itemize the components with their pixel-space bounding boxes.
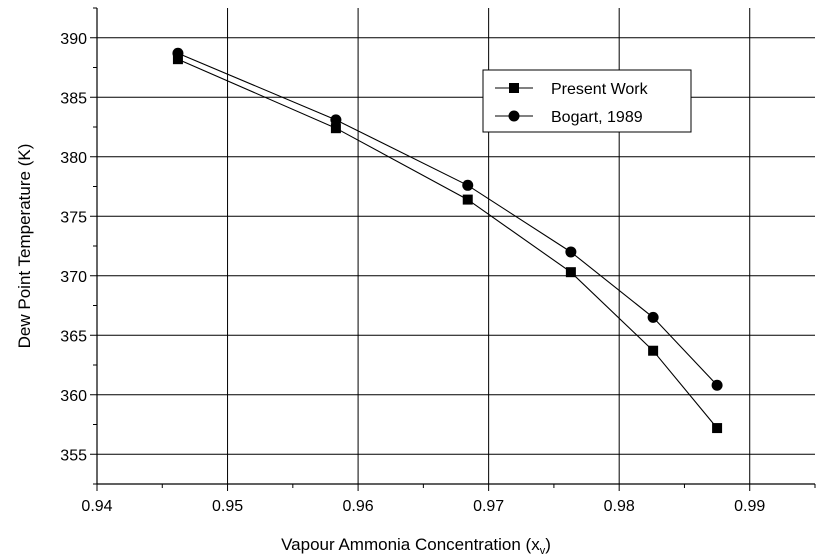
y-tick-label: 360 [60, 388, 87, 405]
x-tick-label: 0.99 [734, 498, 765, 515]
data-point-square [565, 267, 576, 278]
grid [96, 8, 815, 484]
y-tick-label: 370 [60, 269, 87, 286]
legend-label: Present Work [551, 81, 649, 98]
x-tick-label: 0.94 [81, 498, 112, 515]
legend-box [482, 69, 692, 133]
data-point-circle [647, 311, 659, 323]
data-point-square [462, 194, 473, 205]
x-tick-label: 0.95 [212, 498, 243, 515]
series [172, 47, 723, 434]
y-tick-label: 365 [60, 328, 87, 345]
y-tick-label: 355 [60, 447, 87, 464]
x-axis-title: Vapour Ammonia Concentration (xv) [281, 535, 551, 555]
axes: 0.94 0.95 0.96 0.97 0.98 0.99 355 360 365 370 375 3… [60, 7, 816, 515]
series-line [177, 58, 718, 429]
y-tick-label: 375 [60, 209, 87, 226]
data-point-square [648, 345, 659, 356]
y-tick-label: 380 [60, 150, 87, 167]
series-line [177, 52, 718, 386]
series-circle [172, 47, 723, 391]
legend: Present Work Bogart, 1989 [482, 69, 692, 133]
data-point-circle [172, 47, 184, 59]
legend-square-marker [509, 83, 519, 93]
series-square [172, 54, 723, 434]
legend-label: Bogart, 1989 [551, 109, 643, 126]
x-tick-label: 0.98 [604, 498, 635, 515]
legend-circle-marker [508, 110, 520, 122]
data-point-circle [330, 114, 342, 126]
y-axis-title: Dew Point Temperature (K) [15, 144, 34, 349]
y-tick-label: 385 [60, 90, 87, 107]
data-point-circle [565, 246, 577, 258]
x-tick-label: 0.96 [343, 498, 374, 515]
data-point-square [712, 423, 723, 434]
data-point-circle [711, 379, 723, 391]
data-point-circle [462, 179, 474, 191]
data-point-square [330, 123, 341, 134]
y-tick-label: 390 [60, 31, 87, 48]
data-point-square [172, 54, 183, 65]
x-tick-label: 0.97 [473, 498, 504, 515]
